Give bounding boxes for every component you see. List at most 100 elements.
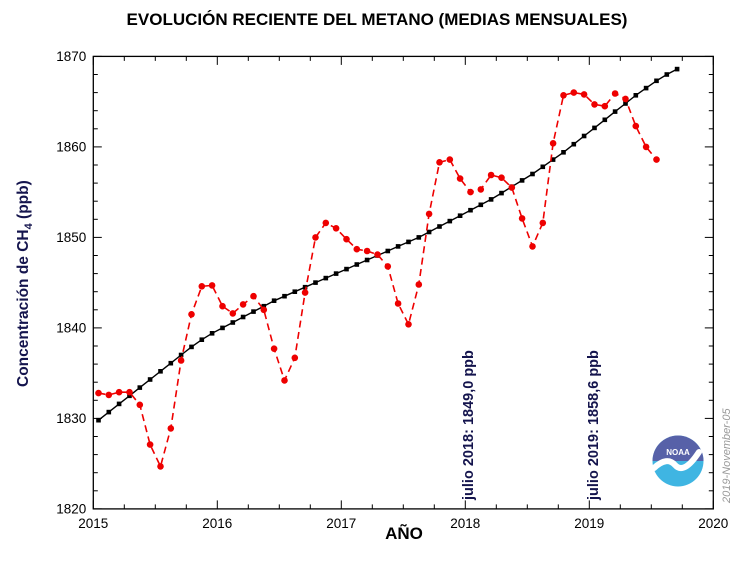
y-axis-label: Concentración de CH4 (ppb) — [15, 180, 35, 387]
y-tick-label: 1860 — [56, 140, 86, 155]
data-point-trend — [633, 93, 639, 98]
data-point-trend — [385, 248, 391, 254]
data-point-trend — [447, 218, 453, 224]
data-point-monthly — [570, 89, 578, 96]
data-point-monthly — [539, 219, 547, 227]
data-point-monthly — [394, 300, 402, 307]
data-point-monthly — [136, 401, 144, 409]
data-point-monthly — [456, 175, 464, 182]
data-point-trend — [581, 133, 587, 139]
y-axis-label-unit: (ppb) — [15, 180, 32, 224]
data-point-trend — [478, 202, 484, 208]
y-tick-label: 1850 — [56, 230, 86, 245]
data-point-trend — [364, 257, 370, 263]
data-point-monthly — [601, 102, 609, 110]
data-point-monthly — [436, 159, 443, 166]
data-point-monthly — [642, 143, 650, 151]
data-point-monthly — [157, 463, 164, 470]
data-point-monthly — [622, 95, 629, 103]
data-point-trend — [561, 150, 566, 155]
data-point-monthly — [405, 321, 412, 328]
data-point-monthly — [549, 140, 557, 147]
x-tick-label: 2015 — [78, 516, 108, 531]
data-point-trend — [147, 377, 153, 382]
data-point-trend — [189, 344, 194, 350]
data-point-trend — [209, 331, 215, 336]
data-point-trend — [230, 320, 236, 325]
data-point-monthly — [446, 156, 454, 163]
data-point-monthly — [239, 301, 247, 308]
data-point-monthly — [611, 90, 619, 97]
annotation-julio-2019: julio 2019: 1858,6 ppb — [586, 350, 602, 500]
data-point-trend — [654, 78, 659, 84]
data-point-trend — [302, 284, 308, 290]
data-point-monthly — [580, 91, 588, 98]
data-point-monthly — [374, 251, 381, 258]
data-point-trend — [571, 141, 577, 147]
data-point-monthly — [95, 389, 102, 397]
data-point-monthly — [487, 171, 495, 179]
y-tick-label: 1840 — [56, 321, 86, 336]
data-point-monthly — [415, 281, 423, 288]
noaa-logo-text: NOAA — [666, 448, 690, 457]
data-point-monthly — [291, 354, 299, 362]
y-tick-label: 1870 — [56, 49, 86, 64]
data-point-monthly — [343, 235, 350, 243]
data-point-trend — [261, 303, 267, 309]
data-point-trend — [240, 314, 246, 320]
data-point-monthly — [477, 186, 485, 193]
data-point-trend — [468, 207, 473, 213]
data-point-trend — [602, 117, 608, 123]
data-point-trend — [251, 309, 256, 314]
data-point-monthly — [653, 156, 660, 163]
data-point-monthly — [105, 391, 113, 399]
chart-title: EVOLUCIÓN RECIENTE DEL METANO (MEDIAS ME… — [126, 10, 628, 29]
data-point-monthly — [188, 311, 195, 318]
data-point-monthly — [167, 425, 175, 432]
data-point-trend — [643, 85, 649, 91]
data-point-monthly — [591, 101, 598, 108]
data-point-trend — [623, 101, 628, 106]
data-point-trend — [530, 171, 535, 177]
data-point-trend — [323, 275, 329, 281]
data-point-trend — [457, 213, 463, 218]
data-point-trend — [333, 271, 339, 276]
date-stamp: 2019-November-05 — [721, 408, 733, 503]
data-point-trend — [354, 262, 360, 267]
data-point-trend — [416, 235, 422, 240]
data-point-monthly — [177, 357, 185, 364]
data-point-monthly — [353, 245, 361, 253]
data-point-trend — [437, 224, 442, 229]
y-axis-label-subscript: 4 — [23, 223, 36, 230]
data-point-trend — [178, 352, 184, 358]
data-point-monthly — [301, 289, 309, 296]
data-point-trend — [540, 164, 546, 170]
x-tick-label: 2016 — [202, 516, 232, 531]
data-point-monthly — [518, 215, 526, 222]
y-tick-label: 1830 — [56, 411, 86, 426]
data-point-monthly — [198, 283, 206, 290]
data-point-trend — [426, 229, 432, 235]
data-point-trend — [519, 178, 525, 183]
x-tick-label: 2018 — [450, 516, 480, 531]
data-point-trend — [106, 409, 112, 415]
data-point-monthly — [332, 225, 340, 232]
data-point-trend — [168, 360, 174, 366]
y-axis-label-text: Concentración de CH — [15, 229, 32, 387]
data-point-trend — [612, 109, 618, 114]
data-point-monthly — [632, 122, 640, 130]
noaa-bird-icon — [651, 449, 702, 471]
data-point-trend — [96, 417, 101, 423]
noaa-logo-sky — [652, 435, 704, 461]
data-point-monthly — [219, 302, 226, 310]
data-point-trend — [488, 197, 494, 202]
data-point-monthly — [126, 388, 133, 396]
data-point-monthly — [115, 388, 123, 396]
data-point-monthly — [208, 282, 216, 289]
x-tick-label: 2017 — [326, 516, 356, 531]
data-point-monthly — [529, 243, 536, 250]
data-point-trend — [406, 239, 411, 245]
data-point-trend — [664, 72, 670, 77]
